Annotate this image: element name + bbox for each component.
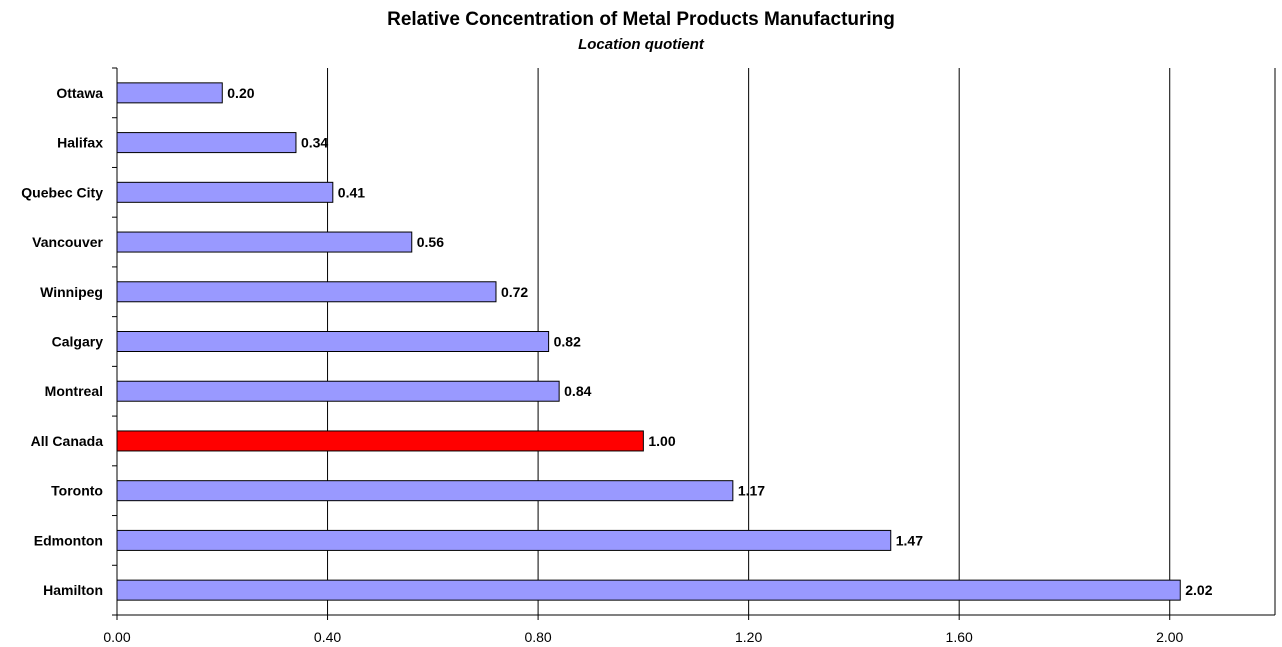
data-label: 2.02 bbox=[1185, 582, 1212, 598]
bar bbox=[116, 331, 550, 352]
data-label: 1.17 bbox=[738, 483, 765, 499]
x-tick-label: 1.60 bbox=[946, 629, 973, 645]
x-tick-label: 0.80 bbox=[524, 629, 551, 645]
category-label: Vancouver bbox=[32, 234, 103, 250]
category-label: Montreal bbox=[45, 383, 103, 399]
data-label: 0.82 bbox=[554, 334, 581, 350]
chart-subtitle: Location quotient bbox=[578, 36, 705, 53]
plot-area: 0.20 Ottawa 0.34 Halifax 0.41 Quebec City 0.56… bbox=[21, 67, 1276, 645]
data-label: 1.47 bbox=[896, 532, 923, 548]
data-label: 0.34 bbox=[301, 135, 328, 151]
category-label: Halifax bbox=[57, 135, 103, 151]
data-label: 1.00 bbox=[648, 433, 675, 449]
data-label: 0.20 bbox=[227, 85, 254, 101]
chart-title: Relative Concentration of Metal Products… bbox=[387, 9, 895, 30]
bar bbox=[116, 82, 223, 104]
data-label: 0.72 bbox=[501, 284, 528, 300]
category-label: All Canada bbox=[31, 433, 104, 449]
category-label: Toronto bbox=[51, 483, 103, 499]
bar bbox=[116, 579, 1181, 601]
data-label: 0.84 bbox=[564, 383, 591, 399]
bar bbox=[116, 529, 892, 551]
x-tick-label: 0.40 bbox=[314, 629, 341, 645]
bar bbox=[116, 281, 497, 303]
category-label: Ottawa bbox=[56, 85, 103, 101]
x-tick-label: 2.00 bbox=[1156, 629, 1183, 645]
bar bbox=[116, 380, 560, 402]
data-label: 0.56 bbox=[417, 234, 444, 250]
bar bbox=[116, 231, 413, 253]
category-label: Hamilton bbox=[43, 582, 103, 598]
bar bbox=[116, 181, 334, 203]
category-label: Quebec City bbox=[21, 184, 103, 200]
x-tick-label: 1.20 bbox=[735, 629, 762, 645]
bar bbox=[116, 132, 297, 154]
category-label: Edmonton bbox=[34, 532, 103, 548]
x-tick-label: 0.00 bbox=[103, 629, 130, 645]
bar bbox=[116, 480, 734, 502]
data-label: 0.41 bbox=[338, 184, 365, 200]
bar bbox=[116, 430, 644, 452]
category-label: Calgary bbox=[52, 334, 104, 350]
category-label: Winnipeg bbox=[40, 284, 103, 300]
